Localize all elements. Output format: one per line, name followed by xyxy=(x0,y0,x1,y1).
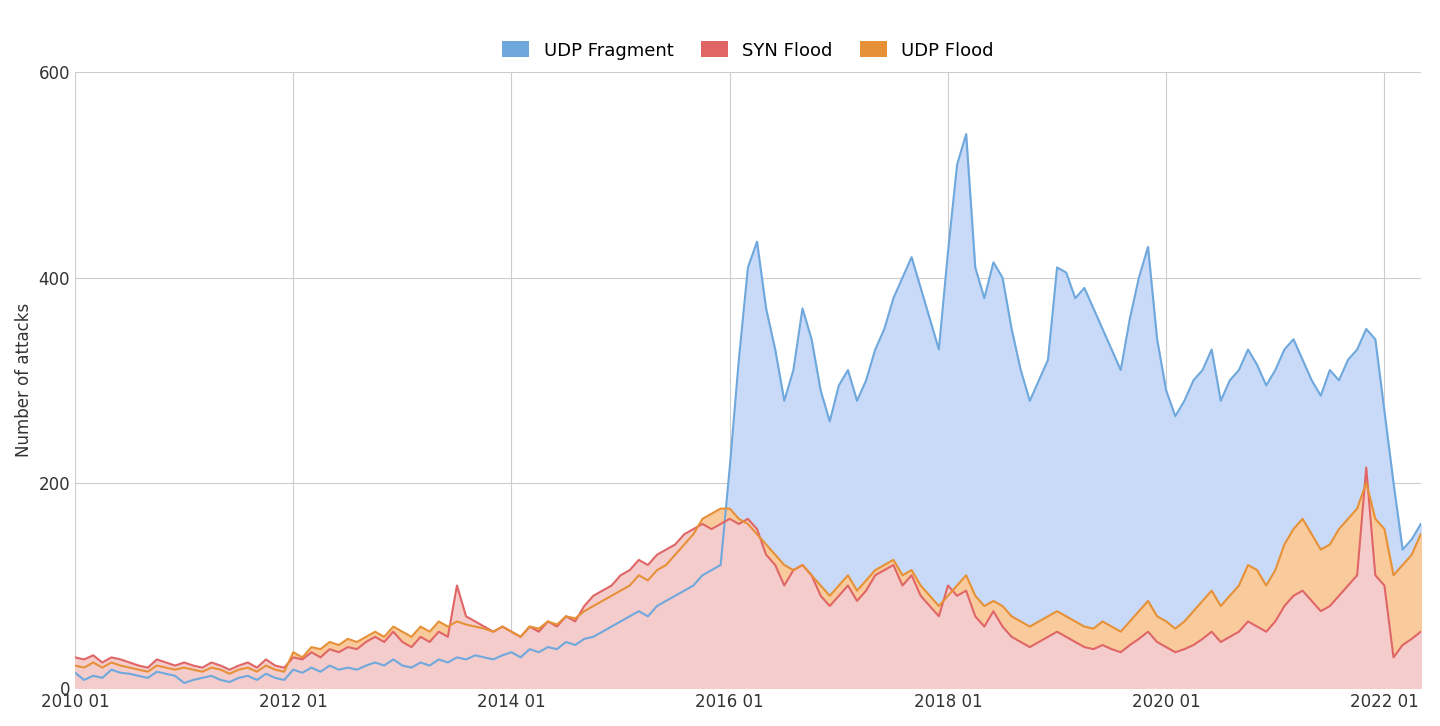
Legend: UDP Fragment, SYN Flood, UDP Flood: UDP Fragment, SYN Flood, UDP Flood xyxy=(492,32,1002,68)
Y-axis label: Number of attacks: Number of attacks xyxy=(14,303,33,457)
